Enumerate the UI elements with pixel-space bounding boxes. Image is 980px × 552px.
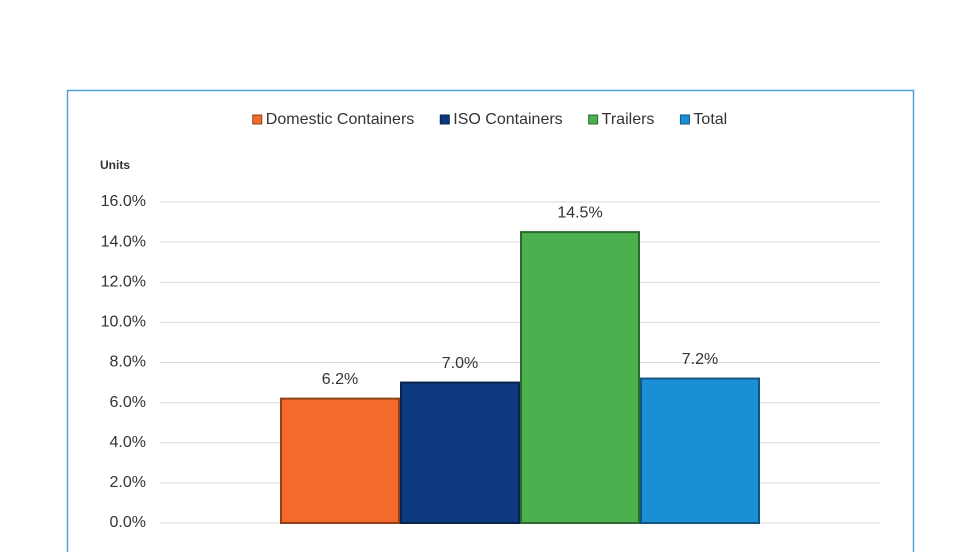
y-tick-label: 14.0%	[101, 233, 146, 250]
data-label: 6.2%	[322, 371, 358, 388]
legend-label: ISO Containers	[453, 111, 562, 128]
y-tick-label: 12.0%	[101, 273, 146, 290]
legend-label: Domestic Containers	[266, 111, 415, 128]
bar	[520, 231, 640, 524]
y-tick-label: 0.0%	[110, 514, 146, 531]
bar	[640, 377, 760, 524]
legend-marker	[252, 114, 263, 125]
y-axis-label: Units	[100, 158, 130, 172]
y-tick-label: 16.0%	[101, 193, 146, 210]
data-label: 7.0%	[442, 355, 478, 372]
data-label: 14.5%	[557, 204, 602, 221]
legend-marker	[439, 114, 450, 125]
legend-marker	[679, 114, 690, 125]
y-tick-label: 10.0%	[101, 314, 146, 331]
legend-label: Total	[693, 111, 727, 128]
y-tick-label: 2.0%	[110, 474, 146, 491]
legend-label: Trailers	[602, 111, 655, 128]
data-label: 7.2%	[682, 351, 718, 368]
y-tick-label: 6.0%	[110, 394, 146, 411]
legend-marker	[588, 114, 599, 125]
bar	[400, 381, 520, 524]
y-tick-label: 4.0%	[110, 434, 146, 451]
bar	[280, 397, 400, 524]
y-tick-label: 8.0%	[110, 354, 146, 371]
